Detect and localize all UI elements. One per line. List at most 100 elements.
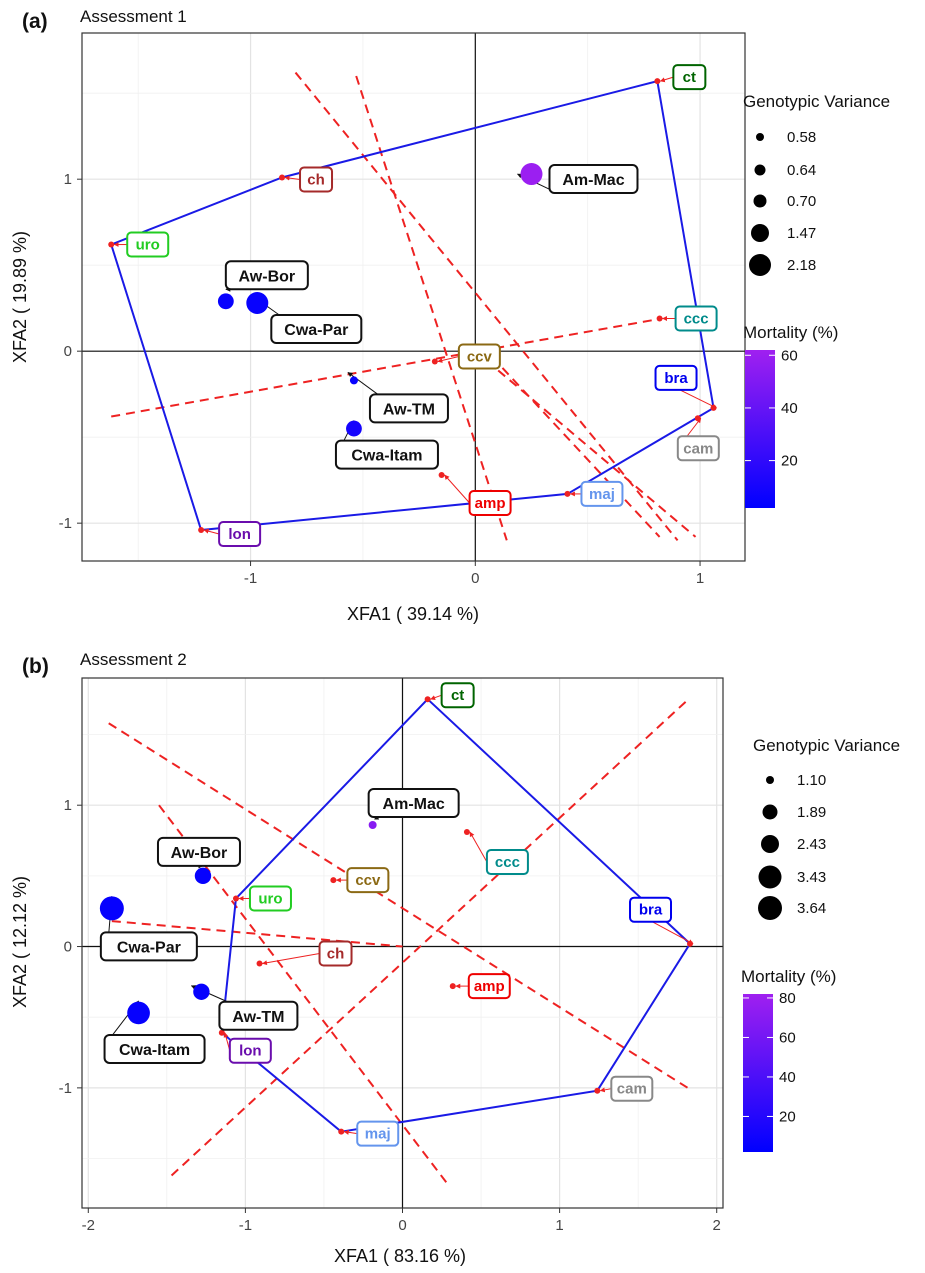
dashed-lines [108, 697, 691, 1184]
y-tick-label: 0 [64, 343, 72, 360]
mortality-colorbar [743, 994, 773, 1152]
y-tick-label: -1 [59, 1080, 72, 1097]
genotype-label-am-mac: Am-Mac [562, 172, 624, 189]
legend-variance-label: 3.64 [797, 900, 826, 917]
x-tick-label: 0 [471, 570, 479, 587]
genotype-markers: Am-Mac Aw-Bor Cwa-Par Aw-TM Cwa-Itam [99, 787, 460, 1064]
env-point [449, 983, 456, 990]
genotype-label-box [548, 164, 639, 195]
genotype-markers: Am-Mac Aw-Bor Cwa-Par Aw-TM Cwa-Itam [217, 163, 639, 470]
env-label-amp: amp [474, 978, 505, 995]
genotype-label-box [368, 393, 449, 424]
colorbar-tick-label: 60 [781, 347, 798, 364]
genotype-label-cwa-itam: Cwa-Itam [351, 448, 422, 465]
env-label-box [610, 1075, 654, 1102]
env-label-box [457, 343, 501, 370]
genotype-label-cwa-par: Cwa-Par [284, 322, 348, 339]
colorbar-tick-label: 40 [781, 400, 798, 417]
legend-variance-label: 1.10 [797, 772, 826, 789]
legend-mortality: Mortality (%) 80 60 40 20 [741, 967, 836, 1152]
env-label-ct: ct [451, 687, 464, 704]
env-point [424, 696, 431, 703]
env-point [564, 490, 571, 497]
env-label-lon: lon [239, 1043, 262, 1060]
panel-label: (b) [22, 655, 49, 678]
genotype-arrow [347, 372, 379, 395]
env-label-ccv: ccv [355, 872, 381, 889]
env-arrow [262, 953, 320, 966]
legend-variance-key [756, 133, 764, 141]
genotype-point [217, 293, 234, 310]
env-label-box [346, 867, 390, 894]
panel-title: Assessment 1 [80, 7, 187, 26]
env-label-box [629, 896, 673, 923]
genotype-point [99, 896, 124, 921]
legend-variance-key [762, 804, 778, 820]
genotype-label-aw-tm: Aw-TM [383, 401, 435, 418]
env-label-ccc: ccc [495, 854, 520, 871]
genotype-label-am-mac: Am-Mac [383, 796, 445, 813]
legend-variance-label: 2.43 [797, 836, 826, 853]
y-tick-label: 1 [64, 171, 72, 188]
env-point [256, 960, 263, 967]
genotype-point [520, 163, 543, 186]
env-point [438, 472, 445, 479]
genotype-label-cwa-itam: Cwa-Itam [119, 1042, 190, 1059]
legend-mortality-title: Mortality (%) [741, 967, 836, 986]
env-label-maj: maj [589, 486, 615, 503]
legend-variance-key [753, 194, 767, 208]
dashed-lines [111, 71, 697, 541]
genotype-label-aw-tm: Aw-TM [232, 1009, 284, 1026]
dashed-line [108, 722, 691, 1091]
legend-variance-key [758, 865, 782, 889]
legend-variance-label: 1.47 [787, 225, 816, 242]
env-label-box [674, 305, 718, 332]
env-point [198, 527, 205, 534]
genotype-label-box [270, 314, 363, 345]
environment-markers: ct ch uro ccc ccv bra cam amp maj lon [108, 64, 720, 548]
env-label-ch: ch [327, 945, 345, 962]
env-arrow [659, 76, 674, 83]
genotype-point [349, 376, 358, 385]
env-arrow [437, 356, 459, 363]
env-point [108, 241, 115, 248]
env-point [694, 415, 701, 422]
env-label-box [580, 480, 624, 507]
dashed-line [170, 697, 691, 1177]
env-label-cam: cam [617, 1081, 647, 1098]
colorbar-tick-label: 20 [781, 453, 798, 470]
x-tick-label: 1 [696, 570, 704, 587]
genotype-label-cwa-par: Cwa-Par [117, 939, 181, 956]
env-point [338, 1128, 345, 1135]
plot-area [82, 33, 745, 561]
panel-a: (a) Assessment 1 ct ch uro ccc ccv bra cam amp maj… [10, 7, 890, 624]
env-arrow [444, 474, 470, 504]
env-point [710, 404, 717, 411]
plot-border [81, 32, 746, 562]
env-label-bra: bra [664, 370, 688, 387]
env-label-box [485, 849, 529, 876]
legend-variance-label: 1.89 [797, 804, 826, 821]
legend-variance: Genotypic Variance 0.58 0.64 0.70 1.47 2.18 [743, 92, 890, 276]
colorbar-tick-label: 60 [779, 1029, 796, 1046]
panel-label: (a) [22, 10, 48, 33]
genotype-label-aw-bor: Aw-Bor [239, 268, 296, 285]
env-point [463, 829, 470, 836]
genotype-point [127, 1001, 150, 1025]
dashed-line [474, 350, 697, 538]
env-point [279, 174, 286, 181]
y-axis-title: XFA2 ( 19.89 %) [10, 231, 30, 363]
genotype-label-box [224, 260, 309, 291]
env-arrow [469, 831, 488, 863]
genotype-label-box [99, 931, 198, 962]
legend-variance-key [766, 776, 774, 784]
legend-variance: Genotypic Variance 1.10 1.89 2.43 3.43 3.64 [753, 736, 900, 920]
genotype-label-aw-bor: Aw-Bor [171, 845, 228, 862]
legend-variance-title: Genotypic Variance [753, 736, 900, 755]
legend-variance-title: Genotypic Variance [743, 92, 890, 111]
dashed-line [111, 317, 663, 418]
x-tick-label: -1 [244, 570, 257, 587]
legend-variance-label: 2.18 [787, 257, 816, 274]
env-point [218, 1029, 225, 1036]
